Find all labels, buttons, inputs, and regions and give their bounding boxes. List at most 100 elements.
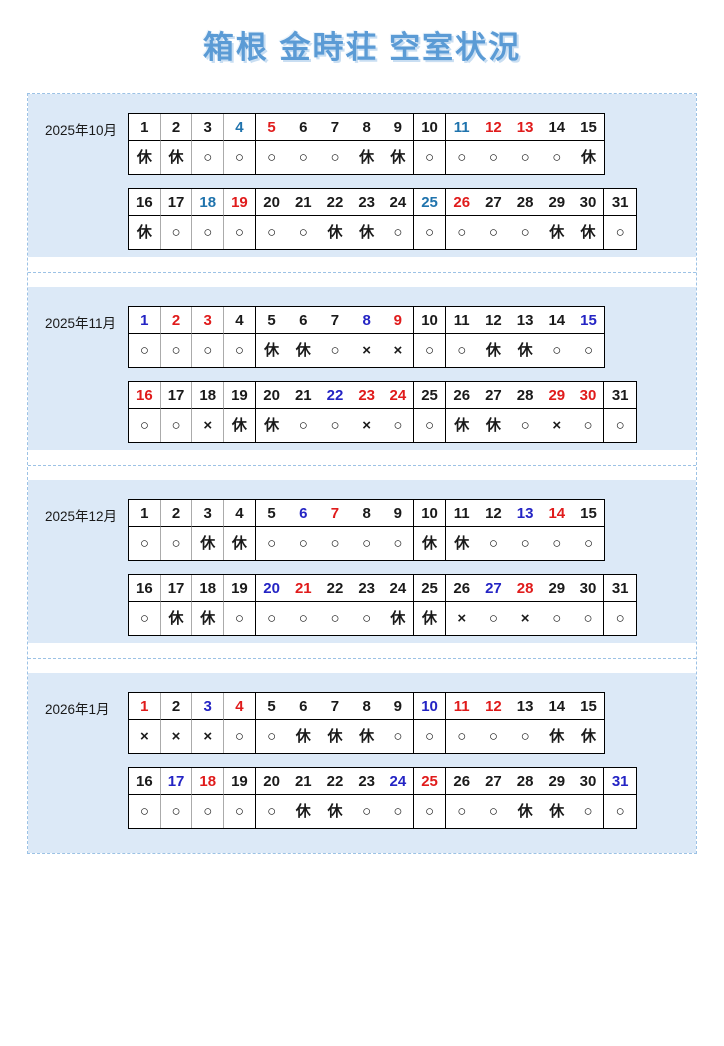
month-label-cell [28, 574, 128, 580]
day-status: × [457, 610, 467, 627]
day-number: 16 [129, 382, 161, 409]
section-gap [28, 450, 696, 480]
day-number: 23 [350, 189, 383, 216]
day-number: 20 [255, 382, 288, 409]
month-label-cell [28, 767, 128, 773]
day-status: 休 [129, 141, 161, 174]
month-row: 16 17 18 19 20 21 22 23 24 25 26 27 28 29 30 31 ○ ○ ○ ○ ○ 休休 ○… [28, 767, 696, 829]
day-number: 28 [509, 382, 541, 409]
day-number: 9 [382, 114, 415, 141]
day-number: 11 [445, 693, 478, 720]
day-number: 6 [287, 114, 320, 141]
day-number: 25 [414, 768, 446, 795]
month-table: 1 2 3 4 5 6 7 8 9 10 11 12 13 14 15 休休 ○ ○ ○ ○ ○ 休休 ○ ○ ○ ○ ○ 休 [128, 113, 606, 175]
day-number: 19 [224, 189, 256, 216]
day-number: 5 [255, 693, 288, 720]
day-status: 休 [485, 342, 501, 359]
day-number: 4 [224, 693, 256, 720]
month-table: 1 2 3 4 5 6 7 8 9 10 11 12 13 14 15 ○ ○ 休休 ○ ○ ○ ○ ○ 休休 ○ ○ ○ ○ [128, 499, 606, 561]
day-number: 4 [224, 500, 256, 527]
day-number: 11 [445, 500, 478, 527]
day-number: 5 [255, 500, 288, 527]
day-status: ○ [583, 342, 593, 359]
day-status: ○ [129, 602, 161, 635]
day-number: 9 [382, 307, 415, 334]
day-number: 29 [540, 382, 573, 409]
month-table: 1 2 3 4 5 6 7 8 9 10 11 12 13 14 15 ○ ○ ○ ○ 休休 ○ × × ○ ○ 休休 ○ ○ [128, 306, 606, 368]
month-label: 2025年11月 [45, 316, 117, 331]
day-status: ○ [224, 602, 256, 635]
day-number: 6 [287, 500, 320, 527]
month-table: 16 17 18 19 20 21 22 23 24 25 26 27 28 29 30 31 ○ ○ × 休休 ○ ○ ×… [128, 381, 637, 443]
day-number: 14 [540, 114, 573, 141]
day-number: 6 [287, 693, 320, 720]
day-status: 休 [224, 527, 256, 560]
day-number: 22 [319, 382, 351, 409]
day-status: ○ [383, 216, 415, 249]
day-status: ○ [224, 720, 256, 753]
day-number: 4 [224, 307, 256, 334]
day-number: 7 [319, 500, 351, 527]
day-number: 3 [192, 693, 225, 720]
day-number: 14 [540, 500, 573, 527]
day-status: 休 [580, 728, 596, 745]
day-status: ○ [224, 216, 256, 249]
day-number: 13 [509, 500, 541, 527]
day-number: 9 [382, 693, 415, 720]
month-row: 2026年1月 1 2 3 4 5 6 7 8 9 10 11 12 13 14 15 × × × ○ ○ 休休休 ○ ○ ○ ○… [28, 692, 696, 754]
day-status: ○ [457, 224, 467, 241]
day-status: ○ [488, 610, 498, 627]
day-status: ○ [457, 342, 467, 359]
day-number: 28 [509, 189, 541, 216]
day-status: ○ [192, 216, 225, 249]
day-number: 31 [604, 189, 636, 216]
month-label: 2025年10月 [45, 123, 118, 138]
day-number: 21 [287, 382, 320, 409]
day-number: 16 [129, 768, 161, 795]
day-status: ○ [383, 720, 415, 753]
day-status: ○ [330, 149, 340, 166]
month-row: 2025年11月 1 2 3 4 5 6 7 8 9 10 11 12 13 14 15 ○ ○ ○ ○ 休休 ○ × × ○ ○… [28, 306, 696, 368]
day-number: 14 [540, 693, 573, 720]
day-status: ○ [488, 728, 498, 745]
day-number: 19 [224, 382, 256, 409]
vacancy-board: 2025年10月 1 2 3 4 5 6 7 8 9 10 11 12 13 14 15 休休 ○ ○ ○ ○ ○ 休休 ○ ○… [27, 93, 697, 854]
day-number: 5 [255, 307, 288, 334]
day-number: 20 [255, 189, 288, 216]
section-gap [28, 257, 696, 287]
day-number: 29 [540, 575, 573, 602]
day-status: ○ [488, 803, 498, 820]
month-row: 2025年10月 1 2 3 4 5 6 7 8 9 10 11 12 13 14 15 休休 ○ ○ ○ ○ ○ 休休 ○ ○… [28, 113, 696, 175]
day-status: ○ [383, 409, 415, 442]
day-status: ○ [615, 610, 625, 627]
day-number: 1 [129, 693, 161, 720]
day-status: 休 [573, 216, 605, 249]
section-separator [28, 271, 696, 273]
day-status: ○ [583, 535, 593, 552]
day-number: 31 [604, 768, 636, 795]
day-status: ○ [383, 527, 415, 560]
day-status: ○ [298, 149, 308, 166]
day-status: ○ [192, 334, 225, 367]
day-status: 休 [414, 527, 446, 560]
section-separator [28, 464, 696, 466]
day-number: 29 [540, 768, 573, 795]
day-number: 12 [477, 693, 510, 720]
day-status: 休 [580, 149, 596, 166]
day-status: ○ [414, 216, 446, 249]
day-number: 2 [160, 114, 193, 141]
day-number: 27 [477, 382, 510, 409]
day-number: 7 [319, 114, 351, 141]
month-row: 16 17 18 19 20 21 22 23 24 25 26 27 28 29 30 31 休 ○ ○ ○ ○ ○ 休休… [28, 188, 696, 250]
day-number: 31 [604, 382, 636, 409]
day-status: ○ [298, 417, 308, 434]
day-number: 15 [572, 500, 605, 527]
day-number: 26 [445, 575, 478, 602]
day-status: ○ [298, 610, 308, 627]
day-number: 13 [509, 693, 541, 720]
month-table: 16 17 18 19 20 21 22 23 24 25 26 27 28 29 30 31 休 ○ ○ ○ ○ ○ 休休… [128, 188, 637, 250]
day-status: ○ [615, 417, 625, 434]
day-status: 休 [327, 224, 343, 241]
month-label-cell: 2025年11月 [28, 306, 128, 332]
day-number: 5 [255, 114, 288, 141]
